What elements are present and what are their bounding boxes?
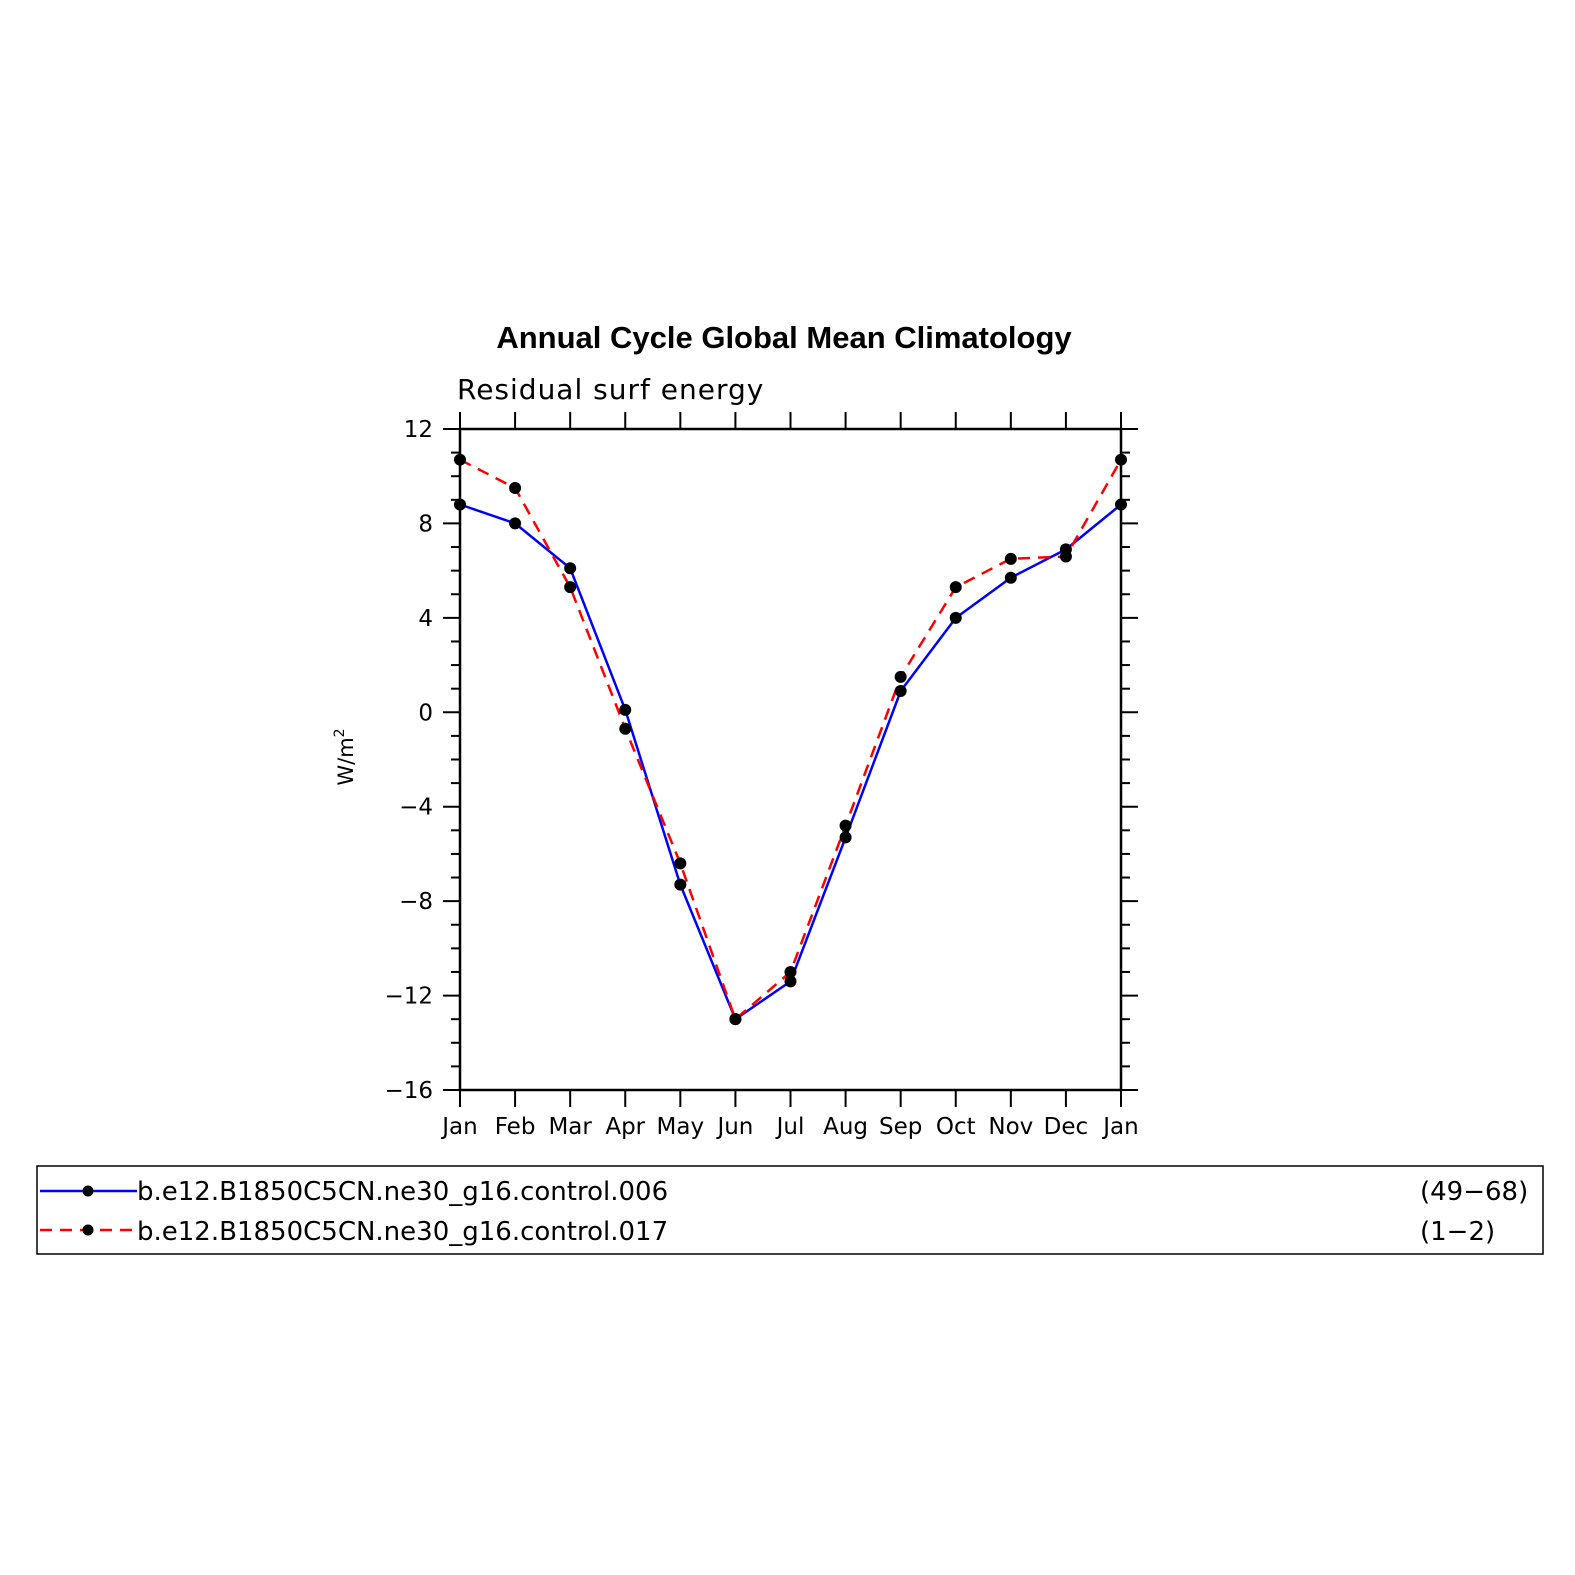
legend-label-series-1: b.e12.B1850C5CN.ne30_g16.control.006 [137,1177,668,1207]
series-1-point [839,831,852,844]
x-tick-label: May [657,1114,705,1140]
x-tick-label: Jan [1101,1114,1138,1140]
series-2-point [839,819,852,832]
y-tick-label: −4 [399,795,433,821]
y-tick-label: −12 [384,984,433,1010]
series-1-point [1115,498,1127,511]
x-tick-label: Dec [1044,1114,1089,1140]
series-1-point [509,517,522,530]
series-2-point [1115,453,1127,466]
y-tick-label: 4 [418,606,433,632]
series-1-point [949,611,962,624]
x-tick-label: Mar [548,1114,592,1140]
y-tick-label: 12 [404,417,433,443]
series-2-point [509,482,522,495]
legend-label-series-2: b.e12.B1850C5CN.ne30_g16.control.017 [137,1217,668,1247]
series-line-1 [459,503,1122,1021]
series-1-point [784,975,797,988]
series-2-point [619,722,632,735]
x-tick-label: Jun [715,1114,753,1140]
series-2-point [454,453,466,466]
x-tick-label: Apr [605,1114,645,1140]
x-tick-label: Feb [495,1114,536,1140]
x-tick-label: Jan [440,1114,477,1140]
x-tick-label: Sep [879,1114,922,1140]
series-2-point [729,1013,742,1026]
series-2-point [1059,550,1072,563]
series-layer [454,453,1127,1026]
y-axis-label-unit: W/m [334,737,358,785]
y-tick-label: 8 [418,511,433,537]
series-2-point [674,857,687,870]
chart-subtitle: Residual surf energy [457,373,764,406]
legend-marker-series-1 [82,1185,94,1197]
series-2-point [894,670,907,683]
chart-title: Annual Cycle Global Mean Climatology [496,320,1072,355]
series-1-point [454,498,466,511]
series-1-point [674,878,687,891]
plot-frame [458,427,1123,1092]
x-tick-label: Aug [823,1114,868,1140]
legend-years-series-2: (1−2) [1420,1217,1495,1247]
y-tick-labels: −16 −12 −8 −4 0 4 8 12 [384,417,433,1104]
series-2-point [1004,552,1017,565]
y-tick-label: −8 [399,889,433,915]
y-tick-label: 0 [418,700,433,726]
y-tick-label: −16 [384,1078,433,1104]
legend-marker-series-2 [82,1224,94,1236]
x-tick-label: Jul [775,1114,805,1140]
legend-box [36,1165,1544,1255]
x-tick-label: Oct [936,1114,976,1140]
series-2-point [949,581,962,594]
series-line-2 [459,458,1123,1021]
legend: b.e12.B1850C5CN.ne30_g16.control.006 (49… [36,1165,1544,1255]
series-1-point [894,685,907,698]
y-axis-label: W/m2 [332,728,358,785]
series-2-point [564,581,577,594]
legend-years-series-1: (49−68) [1420,1177,1528,1207]
x-tick-labels: Jan Feb Mar Apr May Jun Jul Aug Sep Oct Nov Dec Jan [440,1114,1138,1140]
plot-axes [443,412,1138,1107]
series-1-point [619,703,632,716]
y-axis-label-superscript: 2 [332,728,348,737]
series-2-point [784,965,797,978]
series-1-point [1004,571,1017,584]
x-tick-label: Nov [988,1114,1033,1140]
series-1-point [564,562,577,575]
